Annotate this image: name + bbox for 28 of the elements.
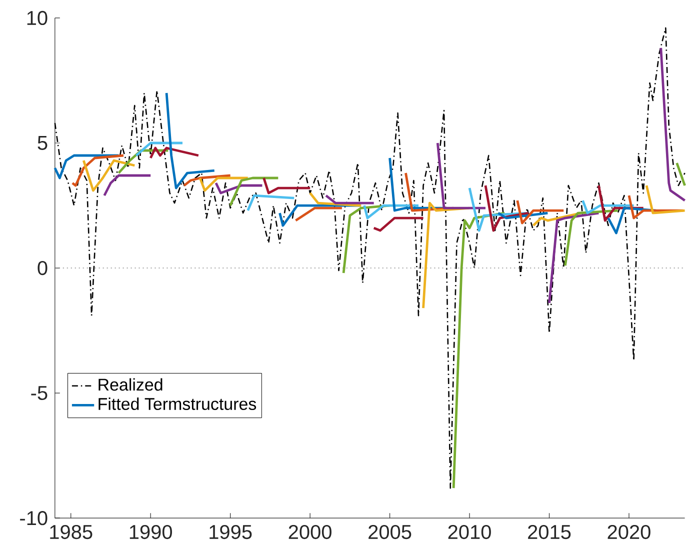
y-tick-label: 0 [38,260,48,276]
x-tick-label: 2000 [288,524,332,540]
x-tick-label: 1985 [50,524,92,540]
x-tick-label: 1995 [210,524,252,540]
x-tick-label: 2020 [608,524,650,540]
line-series [548,212,600,304]
line-series [165,92,216,190]
line-series [564,209,620,267]
line-series [182,174,232,187]
line-series [607,206,658,234]
x-tick-label: 2005 [368,524,412,540]
line-series [71,154,125,187]
line-series [532,212,582,227]
x-tick-label: 2015 [528,524,571,540]
line-series [342,204,391,274]
y-tick-label: 5 [38,136,48,150]
line-series [484,184,530,232]
line-series [82,159,136,192]
x-tick-label: 2010 [448,524,491,540]
y-tick-label: 10 [27,10,48,26]
line-series [452,212,506,490]
x-tick-label: 1990 [130,524,172,540]
y-tick-label: -10 [20,511,48,526]
line-series [422,202,471,310]
line-series [660,46,686,202]
y-tick-label: -5 [31,386,48,400]
legend-label: Fitted Termstructures [98,398,256,410]
legend-label: Realized [98,378,162,391]
